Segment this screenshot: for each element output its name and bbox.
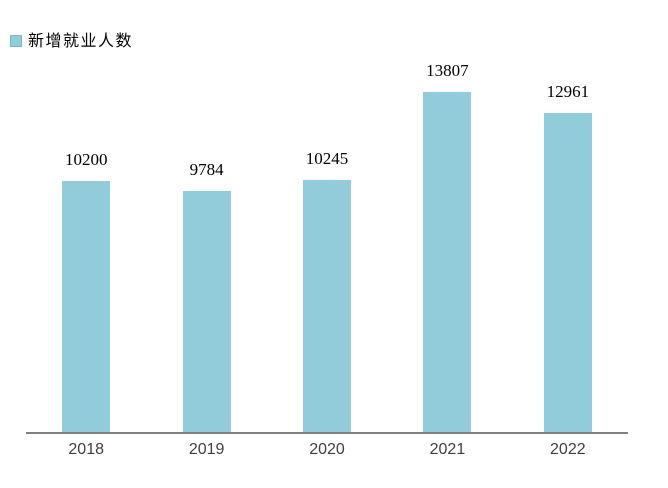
x-axis-tick-label-2018: 2018 xyxy=(68,441,104,458)
x-axis-tick-labels: 2018 2019 2020 2021 2022 xyxy=(26,442,628,458)
x-axis-tick-label-2022: 2022 xyxy=(550,441,586,458)
bar-group: 9784 xyxy=(146,0,266,433)
data-label: 10245 xyxy=(305,149,349,168)
legend-label: 新增就业人数 xyxy=(28,31,134,50)
x-axis-tick-label-2021: 2021 xyxy=(429,441,466,458)
bar-group: 12961 xyxy=(508,0,628,433)
x-axis-line xyxy=(26,432,628,434)
x-axis-tick-label-2019: 2019 xyxy=(188,441,225,458)
x-axis-tick-label-2020: 2020 xyxy=(309,441,345,458)
plot-area: 10200 9784 10245 13807 12961 xyxy=(26,0,628,433)
legend: 新增就业人数 xyxy=(10,33,133,49)
bar-2020 xyxy=(303,180,352,433)
bar-2022 xyxy=(543,113,592,433)
bar-group: 10200 xyxy=(26,0,146,433)
bar-2021 xyxy=(423,92,472,433)
bar-2019 xyxy=(182,191,231,433)
bar-2018 xyxy=(62,181,111,433)
bar-group: 13807 xyxy=(387,0,507,433)
legend-swatch-icon xyxy=(10,35,22,47)
data-label: 13807 xyxy=(426,61,469,80)
data-label: 10200 xyxy=(64,150,108,169)
bar-group: 10245 xyxy=(267,0,387,433)
data-label: 9784 xyxy=(189,160,224,179)
data-label: 12961 xyxy=(546,82,590,101)
